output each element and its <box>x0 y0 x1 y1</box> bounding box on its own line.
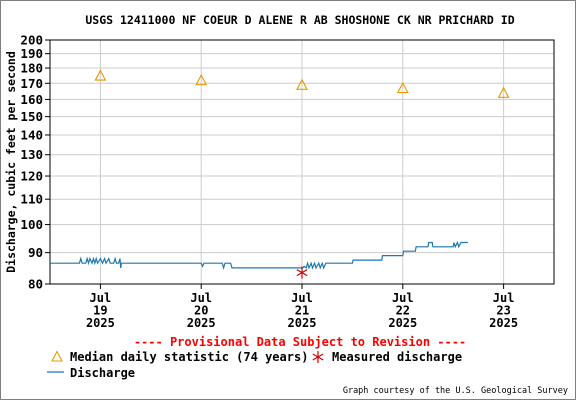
y-tick-label: 100 <box>20 217 43 232</box>
x-tick-label: Jul <box>90 291 112 305</box>
x-tick-label: Jul <box>291 291 313 305</box>
median-point <box>396 81 409 94</box>
legend: Median daily statistic (74 years) Measur… <box>47 350 462 380</box>
y-tick-label: 150 <box>20 109 43 124</box>
x-axis-ticks: Jul192025Jul202025Jul212025Jul222025Jul2… <box>86 284 518 330</box>
x-tick-label: 21 <box>295 304 309 318</box>
provisional-notice: ---- Provisional Data Subject to Revisio… <box>134 335 466 349</box>
x-tick-label: 2025 <box>288 316 317 330</box>
y-tick-label: 120 <box>20 169 43 184</box>
median-point <box>497 86 510 98</box>
data-series <box>50 69 510 279</box>
median-point <box>195 73 208 86</box>
x-tick-label: Jul <box>493 291 515 305</box>
x-tick-label: 2025 <box>187 316 216 330</box>
legend-median-triangle-icon <box>51 350 63 362</box>
y-tick-label: 200 <box>20 33 43 48</box>
median-point <box>94 69 107 81</box>
chart-title: USGS 12411000 NF COEUR D ALENE R AB SHOS… <box>85 13 514 27</box>
y-tick-label: 130 <box>20 147 43 162</box>
legend-measured-asterisk-icon <box>312 351 324 363</box>
y-tick-label: 140 <box>20 127 43 142</box>
x-tick-label: 2025 <box>86 316 115 330</box>
grid-lines <box>50 40 554 284</box>
median-point <box>296 78 308 90</box>
legend-measured-label: Measured discharge <box>332 350 462 364</box>
legend-median-label: Median daily statistic (74 years) <box>70 350 308 364</box>
y-tick-label: 170 <box>20 76 43 91</box>
y-tick-label: 160 <box>20 92 43 107</box>
x-tick-label: 2025 <box>489 316 518 330</box>
x-tick-label: 20 <box>194 304 208 318</box>
y-tick-label: 110 <box>20 192 43 207</box>
y-tick-label: 90 <box>28 245 43 260</box>
y-tick-label: 180 <box>20 61 43 76</box>
x-tick-label: 23 <box>496 304 510 318</box>
x-tick-label: 22 <box>396 304 410 318</box>
x-tick-label: Jul <box>392 291 414 305</box>
x-tick-label: 2025 <box>388 316 417 330</box>
x-tick-label: 19 <box>93 304 107 318</box>
legend-discharge-label: Discharge <box>70 366 135 380</box>
measured-point <box>296 266 308 279</box>
y-tick-label: 80 <box>28 277 43 292</box>
y-axis-label: Discharge, cubic feet per second <box>4 51 18 273</box>
y-tick-label: 190 <box>20 46 43 61</box>
x-tick-label: Jul <box>190 291 212 305</box>
credit-note: Graph courtesy of the U.S. Geological Su… <box>343 386 568 396</box>
discharge-line <box>50 240 468 271</box>
